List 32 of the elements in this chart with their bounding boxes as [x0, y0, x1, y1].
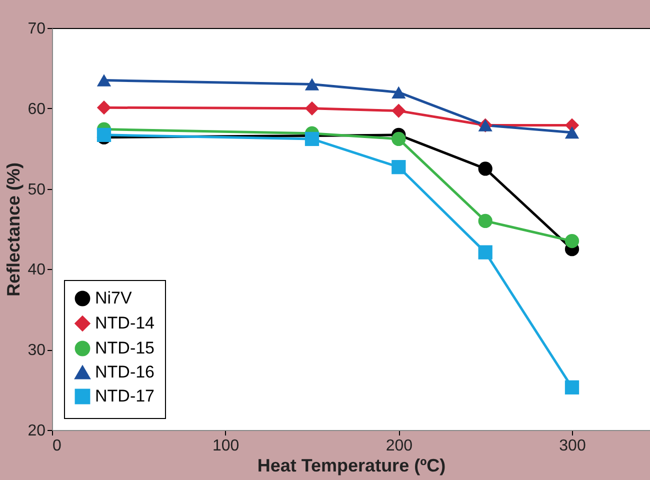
legend-label: NTD-16 [95, 362, 155, 382]
x-axis-title: Heat Temperature (ºC) [257, 456, 446, 476]
y-tick-label: 60 [28, 100, 46, 118]
point [478, 214, 492, 228]
point [392, 104, 406, 118]
point [392, 160, 406, 174]
y-axis-title: Reflectance (%) [4, 162, 24, 297]
point [392, 132, 406, 146]
point [478, 245, 492, 260]
y-tick-label: 40 [28, 262, 46, 279]
point [304, 132, 320, 146]
legend-label: Ni7V [95, 288, 133, 308]
y-tick-label: 70 [28, 20, 46, 38]
point [392, 86, 406, 98]
point [564, 126, 580, 139]
legend-label: NTD-17 [95, 386, 155, 406]
x-tick-label: 200 [386, 438, 413, 454]
legend-label: NTD-14 [95, 314, 155, 332]
point [564, 380, 580, 394]
point [96, 74, 112, 86]
y-tick-label: 20 [28, 422, 46, 440]
x-tick-label: 300 [559, 438, 586, 454]
point [478, 162, 492, 176]
x-tick-label: 0 [52, 438, 62, 454]
x-tick-label: 100 [212, 438, 240, 454]
y-tick-label: 50 [28, 181, 46, 198]
point [304, 101, 320, 116]
point [564, 234, 580, 248]
point [96, 100, 112, 115]
point [304, 78, 320, 90]
y-tick-label: 30 [28, 342, 46, 360]
legend-label: NTD-15 [95, 338, 155, 358]
